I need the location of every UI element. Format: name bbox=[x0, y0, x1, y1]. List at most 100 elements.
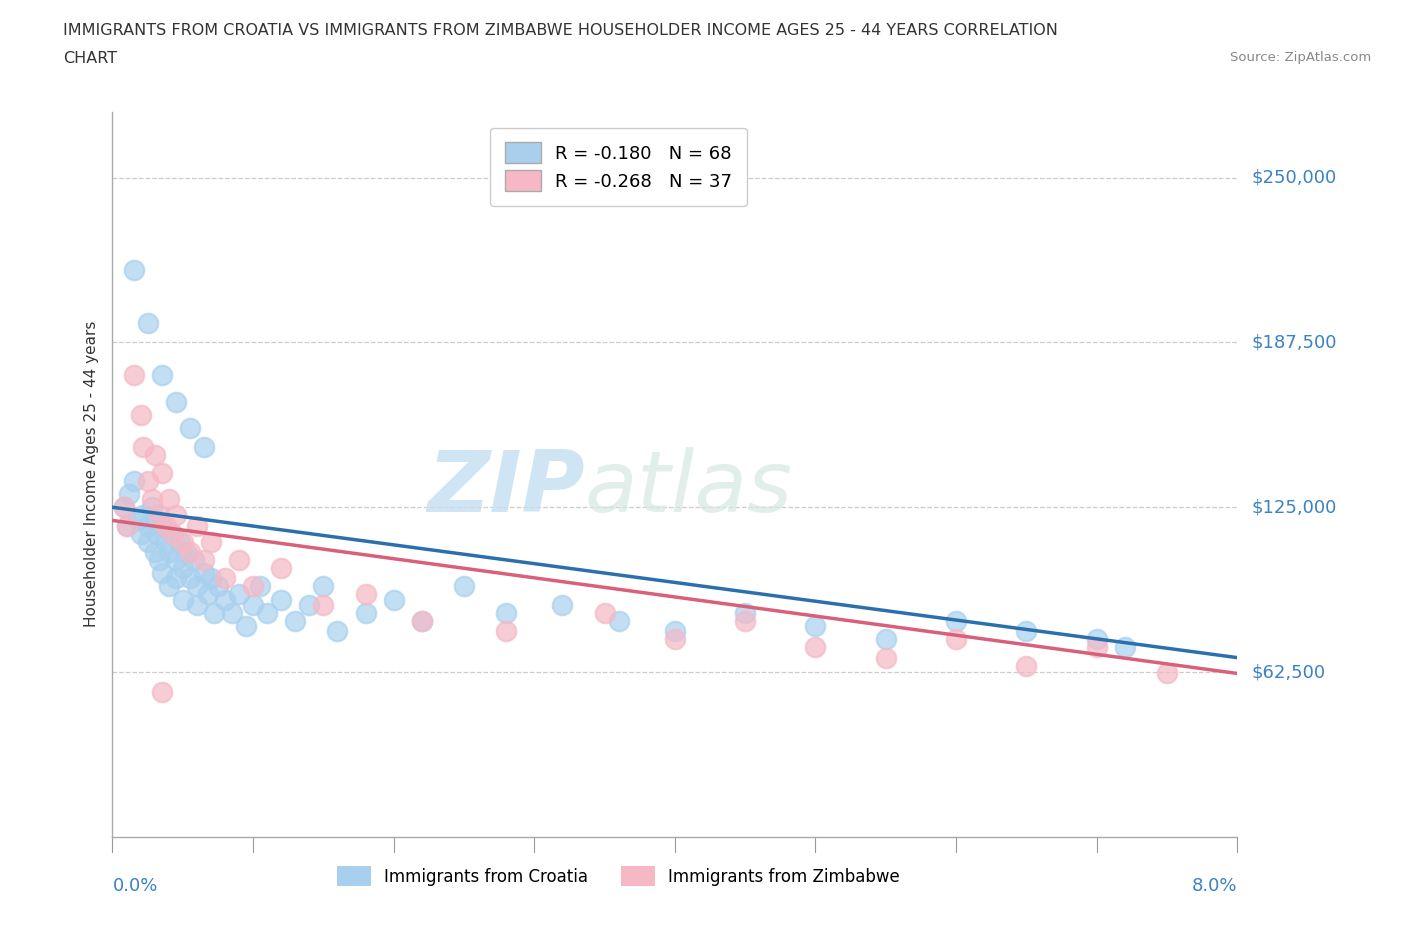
Point bbox=[945, 631, 967, 646]
Point bbox=[172, 534, 194, 549]
Point bbox=[146, 526, 169, 541]
Point bbox=[112, 499, 135, 514]
Point bbox=[200, 534, 222, 549]
Point bbox=[143, 513, 166, 528]
Legend: Immigrants from Croatia, Immigrants from Zimbabwe: Immigrants from Croatia, Immigrants from… bbox=[329, 858, 908, 894]
Point bbox=[228, 552, 250, 567]
Point bbox=[249, 579, 271, 594]
Point bbox=[593, 605, 616, 620]
Point bbox=[1015, 624, 1038, 639]
Point bbox=[136, 315, 159, 330]
Point bbox=[202, 605, 225, 620]
Text: atlas: atlas bbox=[585, 447, 793, 530]
Point bbox=[875, 631, 897, 646]
Point bbox=[1085, 631, 1108, 646]
Point bbox=[115, 518, 138, 533]
Point bbox=[200, 571, 222, 586]
Point bbox=[1085, 640, 1108, 655]
Point bbox=[132, 439, 155, 454]
Text: 8.0%: 8.0% bbox=[1192, 877, 1237, 895]
Point bbox=[132, 508, 155, 523]
Point bbox=[141, 499, 163, 514]
Point bbox=[155, 534, 177, 549]
Point bbox=[734, 605, 756, 620]
Point bbox=[804, 640, 827, 655]
Point bbox=[221, 605, 243, 620]
Point bbox=[664, 631, 686, 646]
Point bbox=[193, 439, 215, 454]
Point bbox=[179, 571, 201, 586]
Point bbox=[1156, 666, 1178, 681]
Point bbox=[242, 579, 264, 594]
Point bbox=[186, 518, 208, 533]
Point bbox=[148, 508, 170, 523]
Point bbox=[193, 565, 215, 580]
Point bbox=[150, 368, 173, 383]
Point bbox=[157, 492, 180, 507]
Point bbox=[172, 561, 194, 576]
Point bbox=[150, 466, 173, 481]
Point bbox=[298, 597, 321, 612]
Point bbox=[155, 518, 177, 533]
Point bbox=[165, 508, 187, 523]
Point bbox=[664, 624, 686, 639]
Point bbox=[183, 552, 205, 567]
Text: Source: ZipAtlas.com: Source: ZipAtlas.com bbox=[1230, 51, 1371, 64]
Point bbox=[495, 605, 517, 620]
Point bbox=[312, 579, 335, 594]
Point bbox=[179, 545, 201, 560]
Point bbox=[118, 486, 141, 501]
Point bbox=[127, 513, 149, 528]
Point bbox=[214, 571, 236, 586]
Point bbox=[875, 650, 897, 665]
Point bbox=[162, 526, 184, 541]
Point bbox=[150, 518, 173, 533]
Point bbox=[607, 613, 630, 628]
Point bbox=[1114, 640, 1136, 655]
Point bbox=[354, 605, 377, 620]
Text: IMMIGRANTS FROM CROATIA VS IMMIGRANTS FROM ZIMBABWE HOUSEHOLDER INCOME AGES 25 -: IMMIGRANTS FROM CROATIA VS IMMIGRANTS FR… bbox=[63, 23, 1059, 38]
Point bbox=[143, 447, 166, 462]
Point bbox=[157, 545, 180, 560]
Point bbox=[150, 684, 173, 699]
Point bbox=[551, 597, 574, 612]
Point bbox=[242, 597, 264, 612]
Point bbox=[382, 592, 405, 607]
Point bbox=[129, 407, 152, 422]
Point bbox=[411, 613, 433, 628]
Point bbox=[235, 618, 257, 633]
Point bbox=[129, 526, 152, 541]
Point bbox=[453, 579, 475, 594]
Point bbox=[179, 420, 201, 435]
Point bbox=[165, 552, 187, 567]
Point bbox=[165, 394, 187, 409]
Point bbox=[326, 624, 349, 639]
Point bbox=[136, 473, 159, 488]
Point bbox=[207, 579, 229, 594]
Point bbox=[495, 624, 517, 639]
Point bbox=[157, 579, 180, 594]
Point bbox=[148, 552, 170, 567]
Point bbox=[141, 492, 163, 507]
Point bbox=[122, 262, 145, 277]
Point bbox=[945, 613, 967, 628]
Text: $125,000: $125,000 bbox=[1251, 498, 1337, 516]
Point bbox=[270, 592, 292, 607]
Point bbox=[186, 579, 208, 594]
Point bbox=[354, 587, 377, 602]
Point bbox=[122, 473, 145, 488]
Point bbox=[734, 613, 756, 628]
Text: $62,500: $62,500 bbox=[1251, 663, 1326, 681]
Point bbox=[228, 587, 250, 602]
Point bbox=[256, 605, 278, 620]
Point bbox=[172, 592, 194, 607]
Point bbox=[143, 545, 166, 560]
Text: CHART: CHART bbox=[63, 51, 117, 66]
Point bbox=[411, 613, 433, 628]
Point bbox=[193, 552, 215, 567]
Point bbox=[165, 571, 187, 586]
Point bbox=[284, 613, 307, 628]
Point bbox=[122, 368, 145, 383]
Text: 0.0%: 0.0% bbox=[112, 877, 157, 895]
Point bbox=[197, 587, 219, 602]
